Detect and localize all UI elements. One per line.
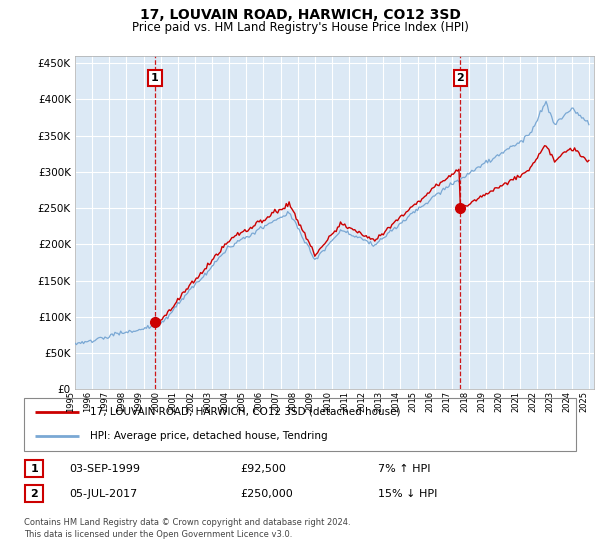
Text: 2010: 2010 [323, 391, 332, 412]
Text: 2018: 2018 [460, 391, 469, 412]
Text: 2005: 2005 [237, 391, 246, 412]
Text: 2000: 2000 [152, 391, 161, 412]
Text: 2016: 2016 [426, 391, 435, 412]
Text: 17, LOUVAIN ROAD, HARWICH, CO12 3SD (detached house): 17, LOUVAIN ROAD, HARWICH, CO12 3SD (det… [90, 407, 401, 417]
Text: 17, LOUVAIN ROAD, HARWICH, CO12 3SD: 17, LOUVAIN ROAD, HARWICH, CO12 3SD [140, 8, 460, 22]
Text: 2020: 2020 [494, 391, 503, 412]
Text: 1: 1 [31, 464, 38, 474]
Text: £92,500: £92,500 [240, 464, 286, 474]
Text: 2013: 2013 [374, 391, 383, 412]
Text: 2014: 2014 [391, 391, 400, 412]
Text: 2025: 2025 [580, 391, 589, 412]
Text: 2004: 2004 [220, 391, 229, 412]
Text: HPI: Average price, detached house, Tendring: HPI: Average price, detached house, Tend… [90, 431, 328, 441]
Text: 2011: 2011 [340, 391, 349, 412]
Text: 2003: 2003 [203, 391, 212, 412]
Text: 7% ↑ HPI: 7% ↑ HPI [378, 464, 431, 474]
Text: 2021: 2021 [511, 391, 520, 412]
Text: 2009: 2009 [306, 391, 315, 412]
Text: 2012: 2012 [357, 391, 366, 412]
Text: 2: 2 [31, 489, 38, 499]
Text: 2022: 2022 [529, 391, 538, 412]
Text: 15% ↓ HPI: 15% ↓ HPI [378, 489, 437, 499]
Text: 2019: 2019 [477, 391, 486, 412]
Text: 2008: 2008 [289, 391, 298, 412]
Text: 05-JUL-2017: 05-JUL-2017 [69, 489, 137, 499]
Text: £250,000: £250,000 [240, 489, 293, 499]
Text: 2024: 2024 [563, 391, 572, 412]
Text: 2015: 2015 [409, 391, 418, 412]
Text: 2: 2 [457, 73, 464, 83]
Text: 2007: 2007 [272, 391, 281, 412]
Text: 2002: 2002 [186, 391, 195, 412]
Text: 1995: 1995 [66, 391, 75, 412]
Text: 1998: 1998 [118, 391, 127, 412]
Text: 1996: 1996 [83, 391, 92, 412]
Text: 2017: 2017 [443, 391, 452, 412]
Text: 03-SEP-1999: 03-SEP-1999 [69, 464, 140, 474]
Text: 1999: 1999 [134, 391, 143, 412]
Text: Price paid vs. HM Land Registry's House Price Index (HPI): Price paid vs. HM Land Registry's House … [131, 21, 469, 34]
Text: 1: 1 [151, 73, 159, 83]
Text: 2001: 2001 [169, 391, 178, 412]
Text: Contains HM Land Registry data © Crown copyright and database right 2024.
This d: Contains HM Land Registry data © Crown c… [24, 518, 350, 539]
Text: 2006: 2006 [254, 391, 263, 412]
Text: 2023: 2023 [545, 391, 554, 412]
Text: 1997: 1997 [100, 391, 109, 412]
